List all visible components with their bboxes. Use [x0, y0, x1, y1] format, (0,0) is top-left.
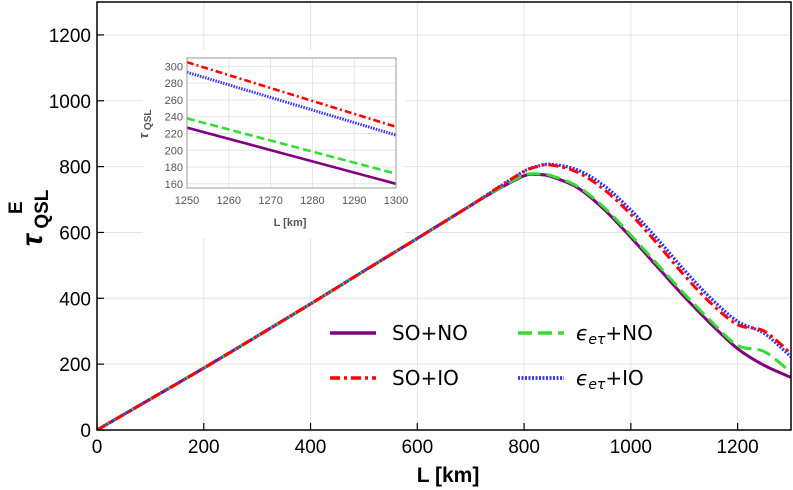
plot-frame	[96, 1, 792, 431]
inset-x-tick-label: 1300	[384, 195, 408, 207]
legend-label-0: SO+NO	[392, 321, 468, 345]
inset-x-tick-label: 1250	[175, 195, 199, 207]
y-tick-label: 400	[59, 289, 91, 310]
x-tick-label: 400	[295, 437, 327, 458]
inset-x-tick-label: 1260	[217, 195, 241, 207]
svg-text:τ QSL: τ QSL	[16, 189, 53, 246]
y-tick-label: 1200	[49, 26, 91, 47]
inset-series-line-0	[187, 126, 396, 186]
x-tick-label: 200	[188, 437, 220, 458]
inset-series	[187, 60, 396, 186]
x-axis-title: L [km]	[417, 464, 480, 487]
y-axis-title-sup: E	[6, 201, 27, 214]
legend-label-main: ϵ	[576, 366, 588, 390]
inset-series-line-2	[187, 117, 396, 175]
inset-y-tick-label: 200	[165, 145, 183, 157]
x-tick-label: 600	[401, 437, 433, 458]
inset-plot: 1250 1260 1270 1280 1290 1300 160 180 200 220 240 2…	[136, 50, 408, 238]
main-ticks: 0 200 400 600 800 1000 1200 0 200 400 600 800 1000 12…	[49, 26, 759, 458]
legend-label-2: ϵeτ+NO	[576, 321, 653, 348]
inset-y-tick-label: 160	[165, 179, 183, 191]
y-tick-label: 0	[80, 421, 91, 442]
inset-y-tick-label: 300	[165, 61, 183, 73]
series-line-1	[97, 163, 791, 430]
inset-y-tick-label: 240	[165, 112, 183, 124]
legend-label-3: ϵeτ+IO	[576, 366, 644, 393]
legend-label-sub: eτ	[588, 332, 606, 348]
y-tick-label: 800	[59, 158, 91, 179]
main-series	[97, 162, 791, 430]
inset-y-axis-title-sub: QSL	[143, 110, 154, 131]
y-tick-label: 1000	[49, 92, 91, 113]
x-tick-label: 0	[92, 437, 103, 458]
inset-x-tick-label: 1280	[300, 195, 324, 207]
legend-label-tail: +IO	[605, 366, 643, 390]
svg-text:τ QSL: τ QSL	[136, 110, 154, 139]
y-axis-title-sub: QSL	[32, 189, 53, 228]
x-tick-label: 800	[508, 437, 540, 458]
inset-frame	[186, 57, 397, 189]
inset-y-axis-title-main: τ	[136, 132, 151, 138]
legend-label-tail: +NO	[605, 321, 652, 345]
legend-label-1: SO+IO	[392, 366, 459, 390]
x-tick-label: 1000	[610, 437, 652, 458]
inset-series-line-1	[187, 60, 396, 129]
y-tick-label: 200	[59, 355, 91, 376]
legend-label-sub: eτ	[588, 377, 606, 393]
inset-y-axis-title: τ QSL	[136, 110, 154, 139]
inset-series-line-3	[187, 70, 396, 137]
y-axis-title-main: τ	[16, 232, 49, 246]
inset-x-tick-label: 1290	[342, 195, 366, 207]
inset-y-tick-label: 260	[165, 95, 183, 107]
inset-x-axis-title: L [km]	[274, 217, 307, 229]
y-tick-label: 600	[59, 223, 91, 244]
inset-y-tick-label: 180	[165, 162, 183, 174]
y-axis-title: τ QSL E	[6, 189, 53, 246]
legend-label-main: ϵ	[576, 321, 588, 345]
x-tick-label: 1200	[716, 437, 758, 458]
inset-y-tick-label: 220	[165, 128, 183, 140]
inset-y-tick-label: 280	[165, 78, 183, 90]
inset-ticks: 1250 1260 1270 1280 1290 1300 160 180 200 220 240 2…	[165, 61, 409, 207]
inset-x-tick-label: 1270	[258, 195, 282, 207]
